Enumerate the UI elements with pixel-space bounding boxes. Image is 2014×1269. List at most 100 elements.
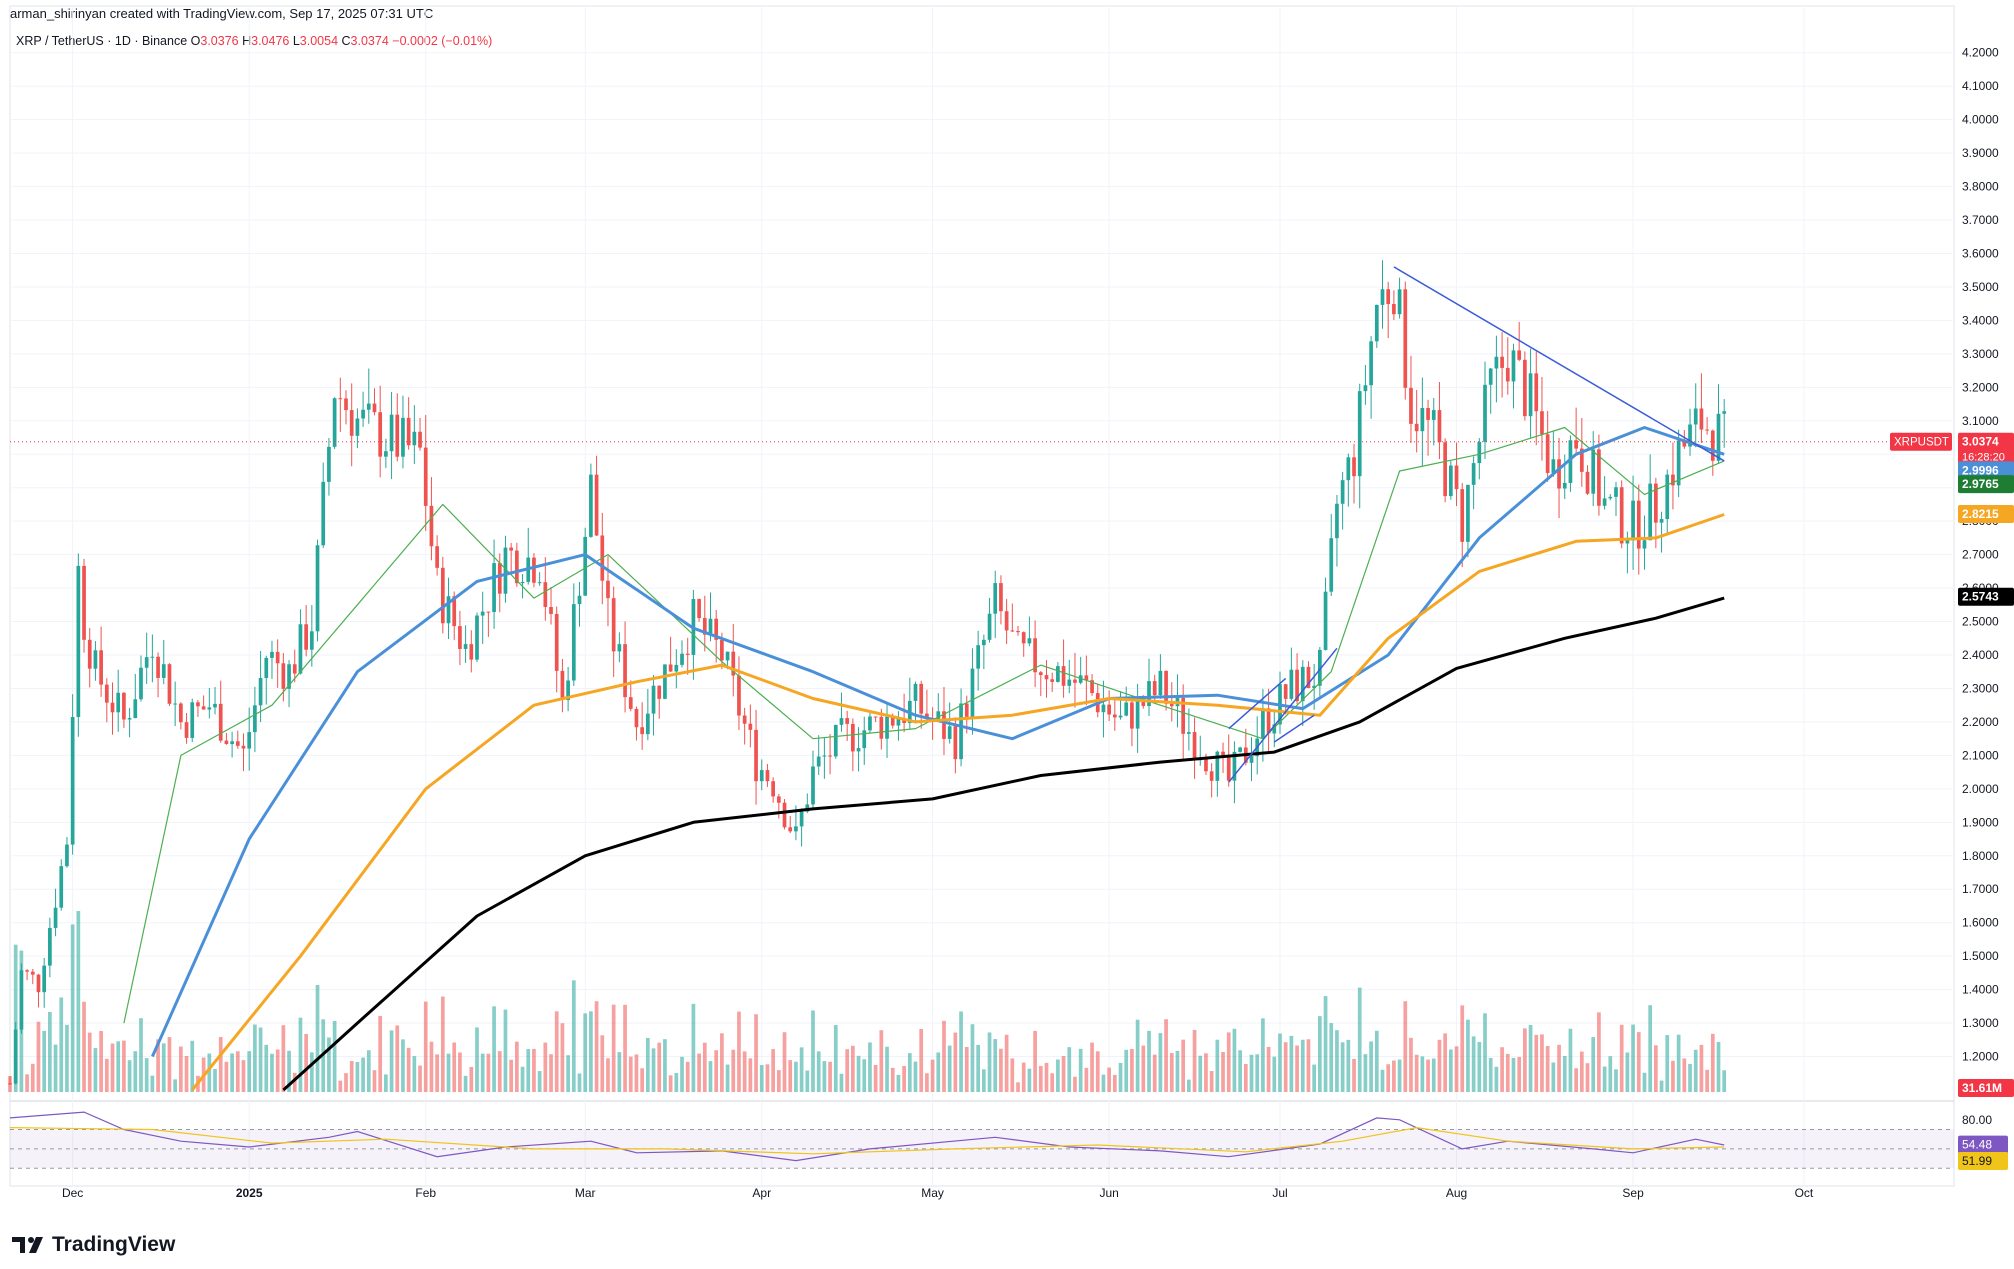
volume-bar (919, 1028, 924, 1092)
candle-body (1454, 465, 1459, 490)
candle-body (127, 718, 132, 720)
candle-body (1101, 704, 1106, 713)
candle-body (1090, 680, 1094, 694)
volume-bar (1124, 1049, 1129, 1092)
candle-body (1574, 440, 1578, 449)
volume-bar (1363, 1054, 1368, 1092)
volume-bar (634, 1054, 639, 1092)
candle-body (76, 565, 81, 718)
volume-bar (1357, 987, 1362, 1092)
volume-bar (674, 1073, 679, 1092)
candle-body (645, 713, 650, 735)
volume-bar (122, 1040, 126, 1092)
volume-bar (959, 1011, 963, 1092)
volume-bar (571, 980, 576, 1092)
volume-bar (406, 1047, 411, 1092)
ma100-price-tag: 2.8215 (1962, 507, 1999, 521)
volume-bar (1534, 1034, 1539, 1092)
volume-bar (936, 1052, 941, 1092)
volume-bar (509, 1059, 514, 1092)
y-tick-label: 2.5000 (1962, 615, 1999, 629)
volume-bar (503, 1009, 508, 1092)
candle-body (1289, 669, 1294, 699)
candle-body (178, 703, 183, 723)
candle-body (1112, 714, 1117, 718)
volume-bar (1659, 1080, 1664, 1092)
x-tick-label: Jun (1099, 1186, 1118, 1200)
volume-bar (1261, 1018, 1265, 1092)
volume-bar (1426, 1059, 1430, 1092)
candle-body (224, 740, 229, 744)
volume-bar (429, 1041, 434, 1092)
candle-body (1004, 611, 1009, 631)
volume-bar (896, 1074, 901, 1092)
ma100-price-tag-bg (1958, 504, 2014, 523)
candle-body (879, 716, 884, 739)
candle-body (1374, 304, 1379, 342)
volume-bar (1289, 1035, 1294, 1092)
countdown-tag: 16:28:20 (1962, 452, 2005, 464)
volume-bar (1505, 1053, 1510, 1092)
volume-bar (1204, 1053, 1208, 1092)
volume-bar (1466, 1019, 1470, 1092)
volume-bar (1141, 1045, 1146, 1092)
volume-bar (1238, 1050, 1242, 1092)
candle-body (167, 664, 172, 704)
candle-body (395, 414, 400, 457)
symbol-legend[interactable]: XRP / TetherUS · 1D · Binance O3.0376 H3… (16, 34, 492, 48)
volume-bar (1682, 1058, 1687, 1092)
volume-bar (1335, 1030, 1339, 1092)
candle-body (469, 644, 474, 660)
volume-bar (480, 1053, 485, 1092)
candle-body (1460, 489, 1465, 542)
candle-body (862, 730, 867, 749)
volume-bar (702, 1042, 707, 1092)
candle-body (1192, 732, 1197, 761)
volume-bar (907, 1053, 912, 1092)
candle-body (1027, 638, 1032, 644)
candle-body (99, 650, 103, 685)
volume-bar (1517, 1056, 1522, 1092)
volume-bar (1608, 1056, 1613, 1092)
candle-body (1346, 457, 1351, 481)
volume-bar (1625, 1052, 1630, 1092)
tradingview-logo[interactable]: TradingView (12, 1233, 175, 1257)
volume-bar (258, 1027, 263, 1092)
y-tick-label: 1.8000 (1962, 849, 1999, 863)
y-tick-label: 1.4000 (1962, 983, 1999, 997)
candle-body (1067, 679, 1072, 686)
candle-body (896, 718, 901, 726)
volume-bar (1192, 1029, 1197, 1092)
volume-bar (309, 1052, 314, 1092)
volume-bar (1198, 1055, 1203, 1092)
volume-bar (139, 1018, 143, 1092)
volume-bar (1249, 1054, 1254, 1092)
candle-body (366, 403, 371, 410)
candle-body (13, 1029, 18, 1084)
candle-body (150, 656, 155, 658)
candle-body (657, 685, 662, 699)
candle-body (292, 664, 297, 674)
volume-bar (737, 1011, 741, 1092)
candle-body (1443, 442, 1447, 497)
volume-bar (1545, 1046, 1550, 1092)
volume-bar (1602, 1066, 1607, 1092)
candle-body (122, 692, 126, 720)
volume-bar (1557, 1044, 1561, 1092)
ticker-tag-bg (1890, 432, 1952, 451)
volume-bar (1540, 1034, 1544, 1092)
candle-body (104, 684, 109, 703)
y-tick-label: 1.6000 (1962, 916, 1999, 930)
volume-group (8, 911, 1727, 1092)
volume-bar (389, 1030, 394, 1092)
volume-bar (36, 1021, 41, 1092)
volume-bar (611, 1004, 616, 1092)
candle-body (1619, 487, 1624, 544)
candle-body (1044, 675, 1049, 680)
candle-body (241, 745, 246, 749)
y-tick-label: 3.2000 (1962, 380, 1999, 394)
candle-body (1488, 368, 1493, 385)
candle-body (731, 651, 736, 676)
candle-body (1545, 434, 1550, 473)
